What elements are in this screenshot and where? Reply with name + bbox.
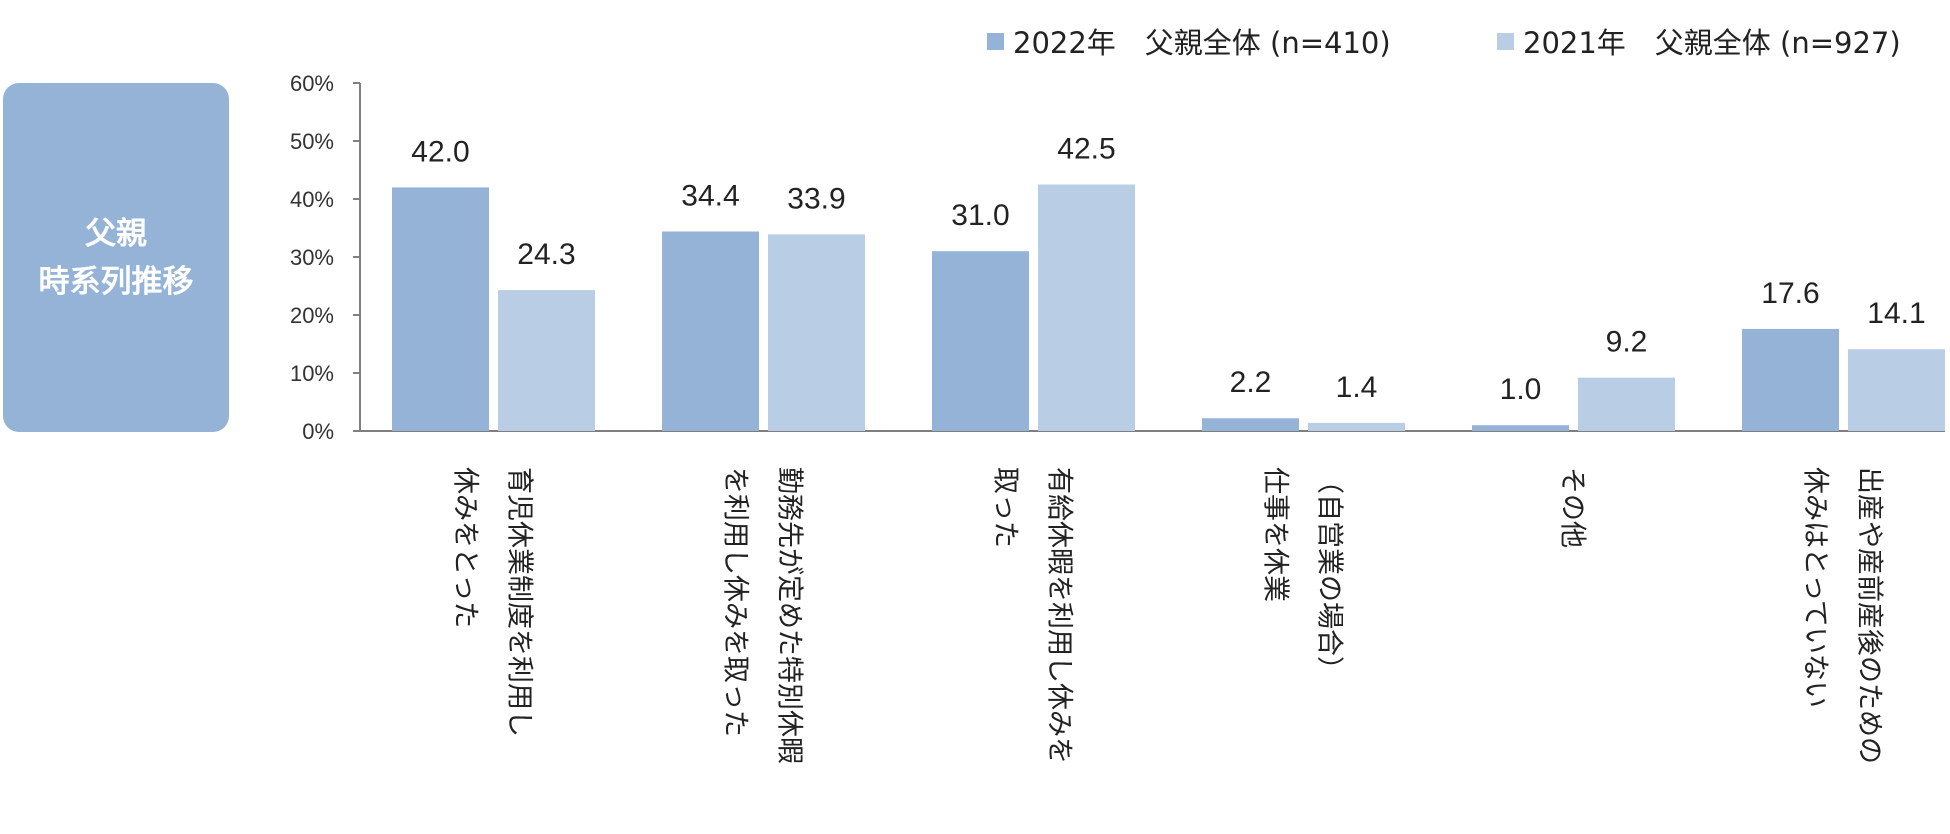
data-label: 2.2: [1230, 366, 1272, 399]
bar: [768, 234, 865, 431]
bar: [662, 231, 759, 431]
category-label: その他: [1557, 467, 1588, 548]
bar: [1308, 422, 1405, 431]
data-label: 1.4: [1336, 371, 1378, 404]
data-label: 1.0: [1500, 373, 1542, 406]
data-label: 17.6: [1761, 277, 1819, 310]
data-label: 34.4: [681, 179, 739, 212]
bar: [1848, 349, 1945, 431]
bar: [498, 290, 595, 431]
data-label: 14.1: [1867, 297, 1925, 330]
bar: [932, 251, 1029, 431]
y-tick-label: 20%: [290, 303, 334, 328]
bar: [1038, 184, 1135, 431]
side-label-box: 父親 時系列推移: [3, 83, 229, 432]
category-label: 取った: [990, 467, 1021, 548]
y-tick-label: 30%: [290, 245, 334, 270]
y-tick-label: 50%: [290, 129, 334, 154]
side-label-line1: 父親: [85, 215, 147, 252]
y-tick-label: 10%: [290, 361, 334, 386]
category-label: （自営業の場合）: [1314, 467, 1345, 683]
category-label: 出産や産前産後のための: [1854, 467, 1885, 764]
legend-swatch: [987, 33, 1004, 50]
legend-label: 2022年 父親全体 (n=410): [1013, 26, 1391, 60]
data-label: 31.0: [951, 199, 1009, 232]
bar: [392, 187, 489, 431]
category-label: 有給休暇を利用し休みを: [1044, 467, 1075, 764]
category-label: 育児休業制度を利用し: [504, 467, 535, 737]
bar: [1202, 418, 1299, 431]
side-label-line2: 時系列推移: [38, 263, 194, 300]
y-tick-label: 0%: [302, 419, 334, 444]
data-label: 42.0: [411, 135, 469, 168]
bar: [1578, 377, 1675, 431]
bar: [1742, 328, 1839, 431]
legend-label: 2021年 父親全体 (n=927): [1523, 26, 1901, 60]
data-label: 42.5: [1057, 133, 1115, 166]
category-label: 仕事を休業: [1260, 467, 1291, 602]
bar: [1472, 425, 1569, 431]
y-tick-label: 60%: [290, 71, 334, 96]
category-label: 休みをとった: [450, 467, 481, 628]
category-label: 休みはとっていない: [1800, 467, 1831, 708]
data-label: 33.9: [787, 182, 845, 215]
category-label: 勤務先が定めた特別休暇: [774, 467, 805, 764]
category-label: を利用し休みを取った: [720, 467, 751, 737]
y-tick-label: 40%: [290, 187, 334, 212]
data-label: 24.3: [517, 238, 575, 271]
data-label: 9.2: [1606, 326, 1648, 359]
legend-swatch: [1497, 33, 1514, 50]
